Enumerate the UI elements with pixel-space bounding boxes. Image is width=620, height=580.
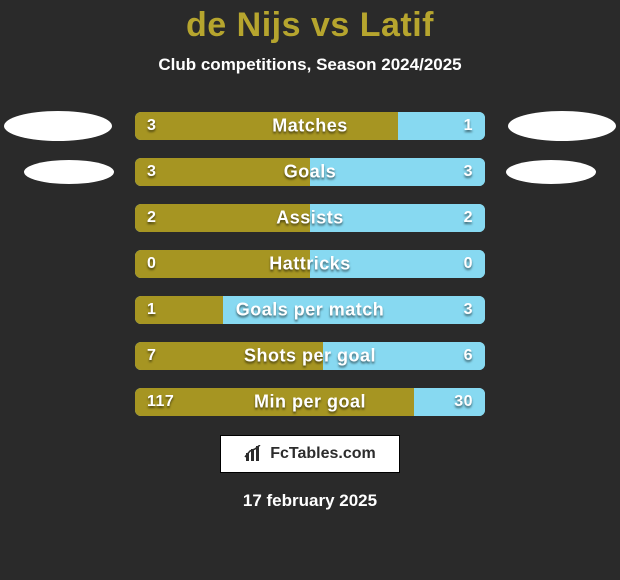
stat-value-right: 0 bbox=[464, 255, 473, 273]
stat-bar-left-segment bbox=[135, 388, 414, 416]
player-left-badge bbox=[24, 160, 114, 184]
stat-value-left: 2 bbox=[147, 209, 156, 227]
stat-row: 76Shots per goal bbox=[0, 333, 620, 379]
stat-value-right: 30 bbox=[454, 393, 473, 411]
stat-bar: 13Goals per match bbox=[135, 296, 485, 324]
stat-bar-right-segment bbox=[414, 388, 485, 416]
stat-row: 31Matches bbox=[0, 103, 620, 149]
branding-text: FcTables.com bbox=[270, 445, 376, 463]
stat-value-left: 3 bbox=[147, 163, 156, 181]
stat-value-right: 3 bbox=[464, 163, 473, 181]
stat-row: 11730Min per goal bbox=[0, 379, 620, 425]
stat-value-right: 1 bbox=[464, 117, 473, 135]
stat-bar-right-segment bbox=[310, 204, 485, 232]
stat-value-left: 1 bbox=[147, 301, 156, 319]
stat-value-right: 6 bbox=[464, 347, 473, 365]
stat-bar: 00Hattricks bbox=[135, 250, 485, 278]
stat-value-left: 0 bbox=[147, 255, 156, 273]
stat-bar: 22Assists bbox=[135, 204, 485, 232]
stat-bar-left-segment bbox=[135, 204, 310, 232]
stat-row: 00Hattricks bbox=[0, 241, 620, 287]
stats-list: 31Matches33Goals22Assists00Hattricks13Go… bbox=[0, 103, 620, 425]
branding-box[interactable]: FcTables.com bbox=[220, 435, 400, 473]
page-title: de Nijs vs Latif bbox=[0, 6, 620, 45]
player-left-badge bbox=[4, 111, 112, 141]
stat-value-left: 117 bbox=[147, 393, 174, 411]
footer-date: 17 february 2025 bbox=[0, 491, 620, 511]
stat-bar: 33Goals bbox=[135, 158, 485, 186]
stat-bar-left-segment bbox=[135, 250, 310, 278]
stat-bar: 11730Min per goal bbox=[135, 388, 485, 416]
stat-bar: 76Shots per goal bbox=[135, 342, 485, 370]
comparison-card: de Nijs vs Latif Club competitions, Seas… bbox=[0, 0, 620, 580]
stat-row: 33Goals bbox=[0, 149, 620, 195]
stat-bar: 31Matches bbox=[135, 112, 485, 140]
stat-bar-left-segment bbox=[135, 342, 323, 370]
stat-bar-right-segment bbox=[323, 342, 485, 370]
bar-chart-icon bbox=[244, 445, 264, 463]
player-right-badge bbox=[506, 160, 596, 184]
stat-row: 22Assists bbox=[0, 195, 620, 241]
stat-bar-right-segment bbox=[223, 296, 486, 324]
page-subtitle: Club competitions, Season 2024/2025 bbox=[0, 55, 620, 75]
stat-value-right: 3 bbox=[464, 301, 473, 319]
stat-bar-right-segment bbox=[310, 158, 485, 186]
stat-value-left: 7 bbox=[147, 347, 156, 365]
stat-row: 13Goals per match bbox=[0, 287, 620, 333]
stat-bar-right-segment bbox=[310, 250, 485, 278]
stat-bar-left-segment bbox=[135, 112, 398, 140]
stat-value-left: 3 bbox=[147, 117, 156, 135]
stat-value-right: 2 bbox=[464, 209, 473, 227]
player-right-badge bbox=[508, 111, 616, 141]
stat-bar-left-segment bbox=[135, 158, 310, 186]
